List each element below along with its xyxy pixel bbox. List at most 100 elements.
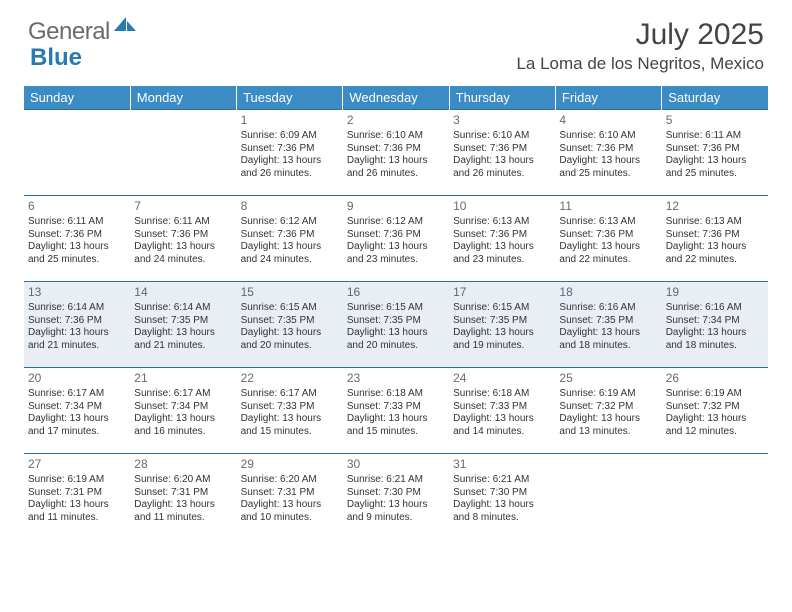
day-cell	[662, 454, 768, 540]
day-info-line: Daylight: 13 hours and 22 minutes.	[559, 241, 657, 266]
day-number: 23	[347, 371, 445, 386]
day-number: 3	[453, 113, 551, 128]
day-info-line: Daylight: 13 hours and 19 minutes.	[453, 327, 551, 352]
day-info-line: Sunset: 7:36 PM	[559, 143, 657, 156]
week-row: 1Sunrise: 6:09 AMSunset: 7:36 PMDaylight…	[24, 110, 768, 196]
day-cell: 13Sunrise: 6:14 AMSunset: 7:36 PMDayligh…	[24, 282, 130, 368]
day-number: 7	[134, 199, 232, 214]
day-cell: 26Sunrise: 6:19 AMSunset: 7:32 PMDayligh…	[662, 368, 768, 454]
day-info-line: Sunrise: 6:21 AM	[347, 474, 445, 487]
day-cell: 6Sunrise: 6:11 AMSunset: 7:36 PMDaylight…	[24, 196, 130, 282]
day-number: 26	[666, 371, 764, 386]
day-info-line: Daylight: 13 hours and 23 minutes.	[347, 241, 445, 266]
day-number: 30	[347, 457, 445, 472]
day-info-line: Sunset: 7:35 PM	[241, 315, 339, 328]
day-info-line: Daylight: 13 hours and 26 minutes.	[241, 155, 339, 180]
day-cell: 21Sunrise: 6:17 AMSunset: 7:34 PMDayligh…	[130, 368, 236, 454]
day-info-line: Sunrise: 6:17 AM	[134, 388, 232, 401]
day-info-line: Sunrise: 6:14 AM	[134, 302, 232, 315]
day-info-line: Sunrise: 6:15 AM	[241, 302, 339, 315]
day-info-line: Daylight: 13 hours and 26 minutes.	[347, 155, 445, 180]
day-info-line: Daylight: 13 hours and 24 minutes.	[134, 241, 232, 266]
day-info-line: Daylight: 13 hours and 18 minutes.	[559, 327, 657, 352]
day-info-line: Sunset: 7:35 PM	[134, 315, 232, 328]
day-info-line: Sunset: 7:36 PM	[241, 229, 339, 242]
day-cell: 4Sunrise: 6:10 AMSunset: 7:36 PMDaylight…	[555, 110, 661, 196]
day-info-line: Sunset: 7:31 PM	[241, 487, 339, 500]
day-cell: 2Sunrise: 6:10 AMSunset: 7:36 PMDaylight…	[343, 110, 449, 196]
day-cell: 11Sunrise: 6:13 AMSunset: 7:36 PMDayligh…	[555, 196, 661, 282]
day-cell: 7 Sunrise: 6:11 AMSunset: 7:36 PMDaylight…	[130, 196, 236, 282]
day-cell: 19Sunrise: 6:16 AMSunset: 7:34 PMDayligh…	[662, 282, 768, 368]
day-info-line: Daylight: 13 hours and 22 minutes.	[666, 241, 764, 266]
logo: General	[28, 18, 136, 46]
day-number: 1	[241, 113, 339, 128]
day-info-line: Daylight: 13 hours and 14 minutes.	[453, 413, 551, 438]
day-info-line: Sunrise: 6:20 AM	[134, 474, 232, 487]
day-info-line: Sunset: 7:36 PM	[347, 143, 445, 156]
day-info-line: Sunset: 7:35 PM	[453, 315, 551, 328]
day-info-line: Sunset: 7:36 PM	[347, 229, 445, 242]
day-info-line: Sunrise: 6:19 AM	[666, 388, 764, 401]
day-number: 16	[347, 285, 445, 300]
day-info-line: Daylight: 13 hours and 21 minutes.	[134, 327, 232, 352]
day-header-row: SundayMondayTuesdayWednesdayThursdayFrid…	[24, 86, 768, 110]
day-number: 22	[241, 371, 339, 386]
month-title: July 2025	[516, 18, 764, 52]
logo-text-general: General	[28, 18, 110, 46]
week-row: 6Sunrise: 6:11 AMSunset: 7:36 PMDaylight…	[24, 196, 768, 282]
day-cell: 31Sunrise: 6:21 AMSunset: 7:30 PMDayligh…	[449, 454, 555, 540]
day-cell: 9Sunrise: 6:12 AMSunset: 7:36 PMDaylight…	[343, 196, 449, 282]
day-info-line: Sunrise: 6:19 AM	[559, 388, 657, 401]
day-info-line: Sunrise: 6:14 AM	[28, 302, 126, 315]
day-info-line: Sunrise: 6:13 AM	[559, 216, 657, 229]
day-info-line: Sunrise: 6:10 AM	[453, 130, 551, 143]
day-info-line: Sunset: 7:30 PM	[453, 487, 551, 500]
day-number: 29	[241, 457, 339, 472]
day-cell: 24Sunrise: 6:18 AMSunset: 7:33 PMDayligh…	[449, 368, 555, 454]
day-info-line: Sunrise: 6:21 AM	[453, 474, 551, 487]
day-number: 25	[559, 371, 657, 386]
day-info-line: Sunset: 7:36 PM	[134, 229, 232, 242]
day-cell	[555, 454, 661, 540]
day-info-line: Daylight: 13 hours and 17 minutes.	[28, 413, 126, 438]
day-info-line: Daylight: 13 hours and 21 minutes.	[28, 327, 126, 352]
day-info-line: Sunrise: 6:11 AM	[134, 216, 232, 229]
day-header: Monday	[130, 86, 236, 110]
day-info-line: Sunset: 7:36 PM	[453, 143, 551, 156]
day-number: 20	[28, 371, 126, 386]
day-number: 14	[134, 285, 232, 300]
day-number: 17	[453, 285, 551, 300]
day-cell: 27Sunrise: 6:19 AMSunset: 7:31 PMDayligh…	[24, 454, 130, 540]
day-info-line: Sunset: 7:36 PM	[453, 229, 551, 242]
day-info-line: Sunset: 7:36 PM	[666, 229, 764, 242]
day-cell: 10Sunrise: 6:13 AMSunset: 7:36 PMDayligh…	[449, 196, 555, 282]
day-info-line: Daylight: 13 hours and 10 minutes.	[241, 499, 339, 524]
day-info-line: Daylight: 13 hours and 20 minutes.	[347, 327, 445, 352]
day-cell: 20Sunrise: 6:17 AMSunset: 7:34 PMDayligh…	[24, 368, 130, 454]
day-cell: 5Sunrise: 6:11 AMSunset: 7:36 PMDaylight…	[662, 110, 768, 196]
day-number: 15	[241, 285, 339, 300]
day-info-line: Daylight: 13 hours and 11 minutes.	[28, 499, 126, 524]
day-info-line: Sunrise: 6:15 AM	[347, 302, 445, 315]
day-info-line: Sunset: 7:30 PM	[347, 487, 445, 500]
day-info-line: Daylight: 13 hours and 12 minutes.	[666, 413, 764, 438]
day-info-line: Sunset: 7:34 PM	[134, 401, 232, 414]
day-header: Sunday	[24, 86, 130, 110]
day-info-line: Daylight: 13 hours and 25 minutes.	[559, 155, 657, 180]
day-header: Thursday	[449, 86, 555, 110]
day-info-line: Sunset: 7:35 PM	[559, 315, 657, 328]
day-info-line: Sunrise: 6:11 AM	[666, 130, 764, 143]
day-cell: 1Sunrise: 6:09 AMSunset: 7:36 PMDaylight…	[237, 110, 343, 196]
logo-sail-icon	[114, 12, 136, 40]
day-cell: 18Sunrise: 6:16 AMSunset: 7:35 PMDayligh…	[555, 282, 661, 368]
day-info-line: Sunrise: 6:10 AM	[347, 130, 445, 143]
day-header: Friday	[555, 86, 661, 110]
day-number: 4	[559, 113, 657, 128]
day-info-line: Daylight: 13 hours and 25 minutes.	[28, 241, 126, 266]
day-info-line: Sunrise: 6:17 AM	[241, 388, 339, 401]
day-info-line: Daylight: 13 hours and 13 minutes.	[559, 413, 657, 438]
day-cell: 8Sunrise: 6:12 AMSunset: 7:36 PMDaylight…	[237, 196, 343, 282]
day-info-line: Daylight: 13 hours and 15 minutes.	[241, 413, 339, 438]
day-info-line: Sunrise: 6:12 AM	[241, 216, 339, 229]
